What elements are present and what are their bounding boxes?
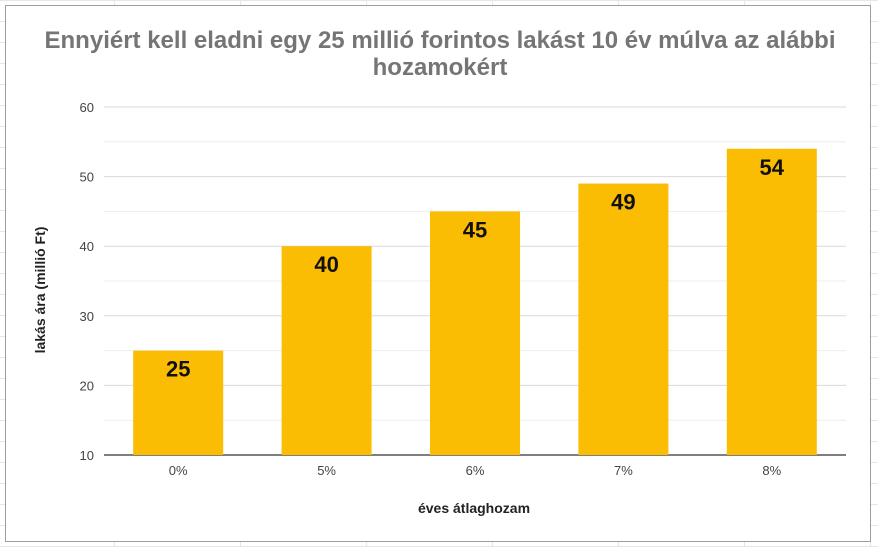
bar-7pct[interactable]: [578, 183, 669, 455]
x-tick-label: 7%: [614, 463, 633, 478]
data-label: 25: [166, 357, 190, 382]
data-label: 40: [314, 252, 338, 277]
y-tick-label: 20: [80, 378, 94, 393]
chart-title: Ennyiért kell eladni egy 25 millió forin…: [44, 27, 836, 81]
bar-6pct[interactable]: [430, 211, 520, 455]
y-tick-label: 10: [80, 448, 94, 463]
bar-0pct[interactable]: [133, 350, 224, 455]
x-tick-label: 8%: [762, 463, 781, 478]
x-tick-label: 5%: [317, 463, 336, 478]
data-label: 49: [611, 190, 635, 215]
y-axis-ticks: 10 20 30 40 50 60: [80, 100, 94, 463]
x-tick-label: 6%: [466, 463, 485, 478]
bar-8pct[interactable]: [726, 148, 817, 455]
y-tick-label: 30: [80, 309, 94, 324]
x-tick-label: 0%: [169, 463, 188, 478]
y-tick-label: 40: [80, 239, 94, 254]
x-axis-ticks: 0% 5% 6% 7% 8%: [169, 463, 782, 478]
y-tick-label: 50: [80, 170, 94, 185]
data-label: 54: [760, 155, 785, 180]
x-axis-label: éves átlaghozam: [418, 500, 530, 516]
bars: 25 40 45 49 54: [133, 148, 817, 455]
y-tick-label: 60: [80, 100, 94, 115]
bar-5pct[interactable]: [281, 246, 372, 455]
y-axis-label: lakás ára (millió Ft): [32, 227, 48, 354]
data-label: 45: [463, 217, 487, 242]
